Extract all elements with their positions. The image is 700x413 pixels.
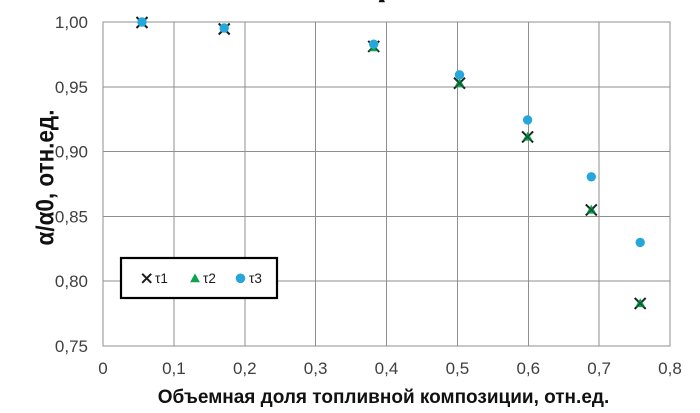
- svg-text:0,5: 0,5: [446, 359, 470, 378]
- svg-text:τ3: τ3: [249, 271, 262, 286]
- svg-text:τ1: τ1: [155, 271, 168, 286]
- svg-text:0,95: 0,95: [55, 78, 88, 97]
- svg-text:0,1: 0,1: [162, 359, 186, 378]
- svg-text:0,4: 0,4: [375, 359, 399, 378]
- svg-text:0,6: 0,6: [516, 359, 540, 378]
- svg-text:0,3: 0,3: [304, 359, 328, 378]
- svg-text:0,7: 0,7: [587, 359, 611, 378]
- svg-text:0: 0: [98, 359, 107, 378]
- svg-text:0,80: 0,80: [55, 272, 88, 291]
- svg-text:α/α0, отн.ед.: α/α0, отн.ед.: [31, 110, 59, 246]
- svg-text:Объемная доля топливной композ: Объемная доля топливной композиции, отн.…: [158, 387, 609, 408]
- svg-text:0,90: 0,90: [55, 143, 88, 162]
- svg-text:0,75: 0,75: [55, 337, 88, 356]
- svg-text:τ2: τ2: [203, 271, 216, 286]
- svg-text:1,00: 1,00: [55, 13, 88, 32]
- svg-text:0,8: 0,8: [658, 359, 682, 378]
- svg-text:0,2: 0,2: [233, 359, 257, 378]
- svg-text:0,85: 0,85: [55, 207, 88, 226]
